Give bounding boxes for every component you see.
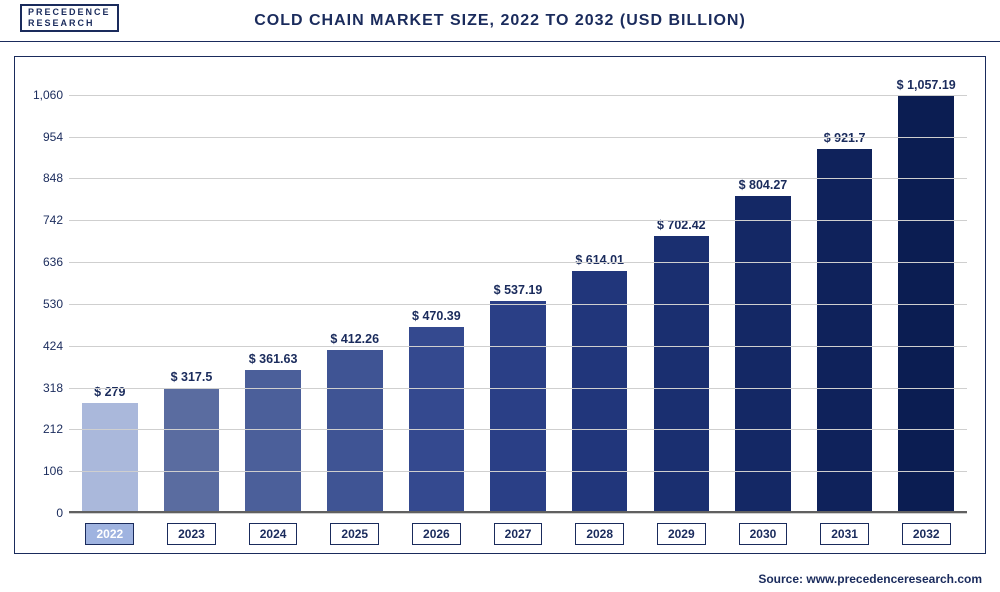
x-tick: 2024 [232, 523, 314, 545]
chart-title: COLD CHAIN MARKET SIZE, 2022 TO 2032 (US… [254, 12, 746, 30]
logo-line1: PRECEDENCE [28, 7, 111, 18]
header-bar: PRECEDENCE RESEARCH COLD CHAIN MARKET SI… [0, 0, 1000, 42]
bar-value-label: $ 921.7 [824, 131, 866, 145]
grid-line [69, 471, 967, 472]
bar-value-label: $ 537.19 [494, 283, 543, 297]
x-tick: 2028 [559, 523, 641, 545]
y-tick-label: 318 [19, 381, 63, 395]
y-tick-label: 212 [19, 422, 63, 436]
grid-line [69, 262, 967, 263]
x-tick: 2032 [885, 523, 967, 545]
bar-value-label: $ 470.39 [412, 309, 461, 323]
bar: $ 470.39 [409, 327, 465, 513]
bar: $ 537.19 [490, 301, 546, 513]
y-tick-label: 848 [19, 171, 63, 185]
x-tick-label: 2026 [412, 523, 461, 545]
bar-value-label: $ 317.5 [171, 370, 213, 384]
logo-line2: RESEARCH [28, 18, 111, 29]
x-tick-label: 2025 [330, 523, 379, 545]
grid-line [69, 137, 967, 138]
bar: $ 317.5 [164, 388, 220, 513]
bar-slot: $ 361.63 [232, 79, 314, 513]
bars-container: $ 279 $ 317.5 $ 361.63 $ 412.26 $ 470.39 $ 53… [69, 79, 967, 513]
grid-line [69, 513, 967, 514]
grid-line [69, 220, 967, 221]
x-tick-label: 2027 [494, 523, 543, 545]
x-tick: 2030 [722, 523, 804, 545]
grid-line [69, 388, 967, 389]
bar-value-label: $ 1,057.19 [897, 78, 956, 92]
grid-line [69, 304, 967, 305]
bar-slot: $ 412.26 [314, 79, 396, 513]
x-tick-label: 2028 [575, 523, 624, 545]
x-tick: 2023 [151, 523, 233, 545]
bar: $ 804.27 [735, 196, 791, 513]
plot-area: $ 279 $ 317.5 $ 361.63 $ 412.26 $ 470.39 $ 53… [69, 79, 967, 513]
y-tick-label: 742 [19, 213, 63, 227]
bar-slot: $ 537.19 [477, 79, 559, 513]
bar-slot: $ 279 [69, 79, 151, 513]
y-tick-label: 1,060 [19, 88, 63, 102]
y-tick-label: 0 [19, 506, 63, 520]
x-axis: 2022 2023 2024 2025 2026 2027 2028 2029 2030 2031… [69, 523, 967, 545]
bar-slot: $ 702.42 [640, 79, 722, 513]
y-tick-label: 954 [19, 130, 63, 144]
x-tick: 2025 [314, 523, 396, 545]
bar: $ 614.01 [572, 271, 628, 513]
chart-frame: $ 279 $ 317.5 $ 361.63 $ 412.26 $ 470.39 $ 53… [14, 56, 986, 554]
x-tick-label: 2030 [739, 523, 788, 545]
source-attribution: Source: www.precedenceresearch.com [758, 572, 982, 586]
x-tick-label: 2031 [820, 523, 869, 545]
y-tick-label: 106 [19, 464, 63, 478]
bar-value-label: $ 412.26 [330, 332, 379, 346]
bar-slot: $ 921.7 [804, 79, 886, 513]
x-tick-label: 2024 [249, 523, 298, 545]
x-tick: 2026 [396, 523, 478, 545]
bar-slot: $ 470.39 [396, 79, 478, 513]
bar-slot: $ 614.01 [559, 79, 641, 513]
bar-value-label: $ 614.01 [575, 253, 624, 267]
grid-line [69, 429, 967, 430]
grid-line [69, 178, 967, 179]
bar-value-label: $ 361.63 [249, 352, 298, 366]
y-tick-label: 424 [19, 339, 63, 353]
x-tick-label: 2032 [902, 523, 951, 545]
brand-logo: PRECEDENCE RESEARCH [20, 4, 119, 32]
bar-slot: $ 317.5 [151, 79, 233, 513]
y-tick-label: 636 [19, 255, 63, 269]
x-tick: 2031 [804, 523, 886, 545]
y-tick-label: 530 [19, 297, 63, 311]
bar: $ 921.7 [817, 149, 873, 513]
grid-line [69, 346, 967, 347]
x-tick-label: 2023 [167, 523, 216, 545]
x-tick: 2022 [69, 523, 151, 545]
x-tick: 2029 [640, 523, 722, 545]
x-tick: 2027 [477, 523, 559, 545]
bar: $ 412.26 [327, 350, 383, 513]
grid-line [69, 95, 967, 96]
x-tick-label: 2029 [657, 523, 706, 545]
bar-slot: $ 804.27 [722, 79, 804, 513]
x-tick-label: 2022 [85, 523, 134, 545]
bar-slot: $ 1,057.19 [885, 79, 967, 513]
bar: $ 279 [82, 403, 138, 513]
bar-value-label: $ 804.27 [739, 178, 788, 192]
bar: $ 361.63 [245, 370, 301, 513]
